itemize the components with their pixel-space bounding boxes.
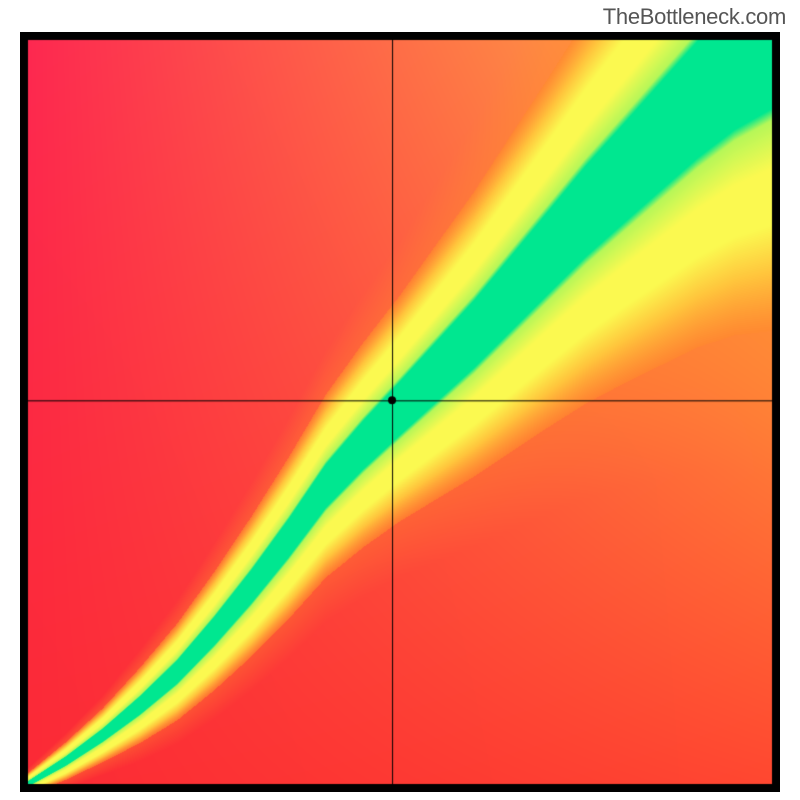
bottleneck-heatmap bbox=[20, 32, 780, 792]
heatmap-canvas bbox=[20, 32, 780, 792]
watermark-text: TheBottleneck.com bbox=[603, 4, 786, 30]
